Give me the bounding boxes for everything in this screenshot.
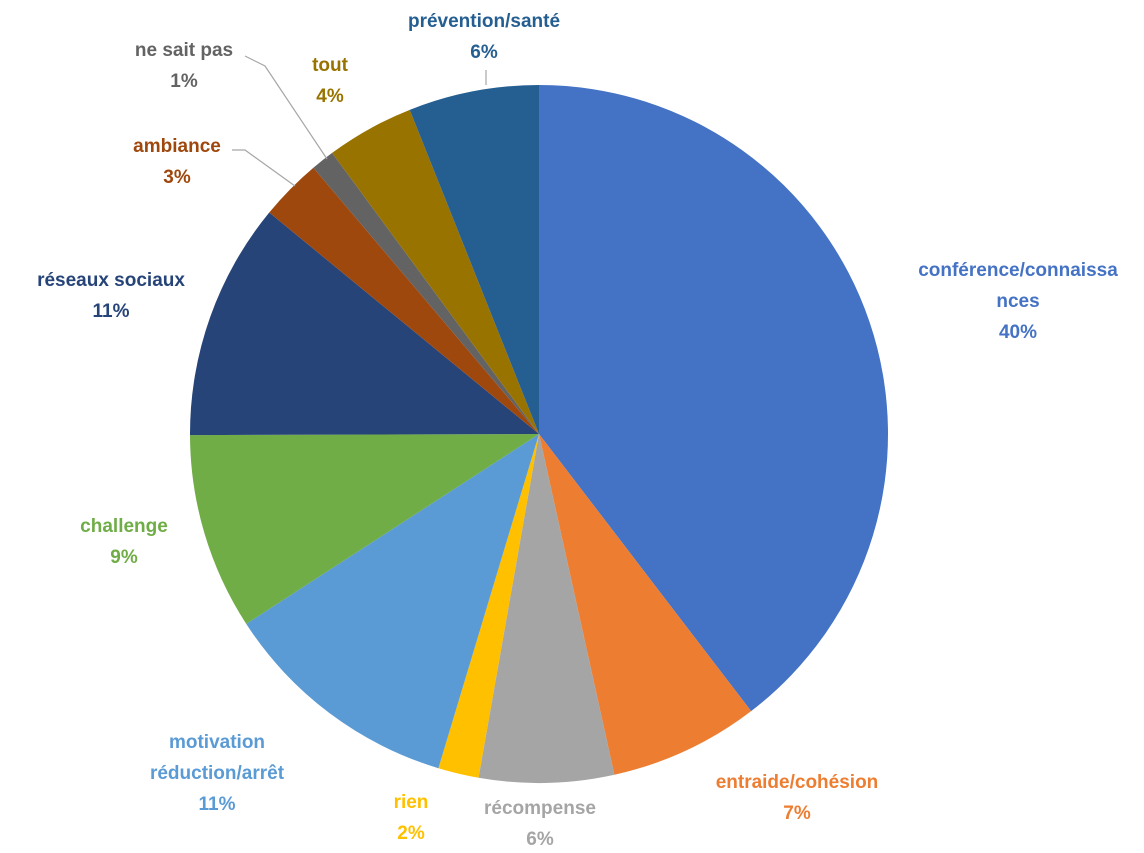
data-label-category: tout <box>312 55 349 76</box>
data-label-percent: 11% <box>199 794 236 815</box>
pie-slice-motivation-reduction-arret <box>246 434 539 769</box>
data-labels: conférence/connaissa nces 40% entraide/cohé… <box>37 11 1118 850</box>
data-label-category: nces <box>996 291 1039 312</box>
data-label-challenge: challenge 9% <box>80 516 168 568</box>
pie-slice-recompense <box>478 434 615 784</box>
pie-slice-tout <box>332 109 539 434</box>
leader-line-ne-sait-pas <box>244 55 328 160</box>
data-label-prevention-sante: prévention/santé 6% <box>408 11 560 63</box>
data-label-entraide-cohesion: entraide/cohésion 7% <box>716 772 879 824</box>
data-label-recompense: récompense 6% <box>484 798 596 850</box>
pie-slice-conference-connaissances <box>539 85 889 712</box>
data-label-category: ne sait pas <box>135 40 233 61</box>
data-label-category: conférence/connaissa <box>918 260 1118 281</box>
leader-lines <box>232 55 487 187</box>
data-label-percent: 40% <box>999 322 1037 343</box>
data-label-percent: 9% <box>110 547 138 568</box>
data-label-percent: 6% <box>470 42 498 63</box>
data-label-category: réseaux sociaux <box>37 270 185 291</box>
data-label-percent: 3% <box>163 167 191 188</box>
data-label-category: prévention/santé <box>408 11 560 32</box>
data-label-rien: rien 2% <box>394 792 429 844</box>
data-label-percent: 7% <box>783 803 811 824</box>
data-label-tout: tout 4% <box>312 55 349 107</box>
data-label-percent: 4% <box>316 86 344 107</box>
pie-slice-challenge <box>190 434 539 624</box>
pie-slices <box>189 85 889 784</box>
data-label-reseaux-sociaux: réseaux sociaux 11% <box>37 270 185 322</box>
leader-line-ambiance <box>232 149 296 187</box>
pie-slice-entraide-cohesion <box>539 434 752 775</box>
data-label-category: ambiance <box>133 136 221 157</box>
pie-slice-prevention-sante <box>409 85 539 434</box>
pie-slice-rien <box>438 434 539 778</box>
data-label-category: entraide/cohésion <box>716 772 879 793</box>
data-label-category: rien <box>394 792 429 813</box>
data-label-percent: 6% <box>526 829 554 850</box>
data-label-category: réduction/arrêt <box>150 763 285 784</box>
data-label-ambiance: ambiance 3% <box>133 136 221 188</box>
data-label-conference-connaissances: conférence/connaissa nces 40% <box>918 260 1118 343</box>
pie-slice-reseaux-sociaux <box>189 212 539 436</box>
pie-slice-ambiance <box>269 167 539 435</box>
data-label-percent: 11% <box>93 301 130 322</box>
data-label-motivation-reduction-arret: motivation réduction/arrêt 11% <box>150 732 285 815</box>
pie-slice-ne-sait-pas <box>313 152 539 434</box>
data-label-category: challenge <box>80 516 168 537</box>
data-label-category: récompense <box>484 798 596 819</box>
data-label-percent: 1% <box>170 71 198 92</box>
data-label-ne-sait-pas: ne sait pas 1% <box>135 40 233 92</box>
data-label-percent: 2% <box>397 823 425 844</box>
data-label-category: motivation <box>169 732 265 753</box>
